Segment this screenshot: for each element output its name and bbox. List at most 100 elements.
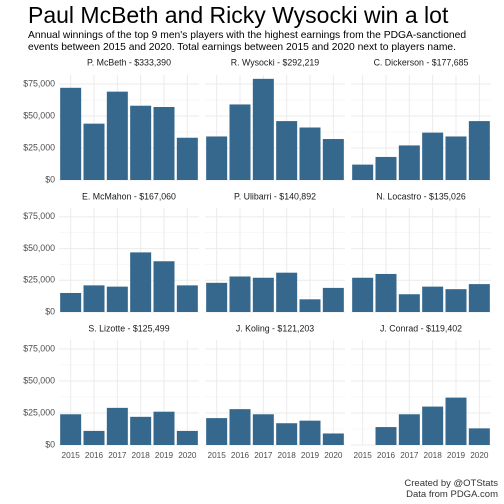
bar — [445, 136, 467, 180]
bar — [106, 91, 128, 180]
panel-background — [351, 340, 491, 445]
x-tick-label: 2017 — [254, 451, 273, 460]
facet-label: J. Conrad - $119,402 — [380, 323, 462, 333]
bar — [398, 414, 420, 445]
x-tick-label: 2015 — [62, 451, 81, 460]
bar — [375, 273, 397, 312]
x-tick-label: 2020 — [178, 451, 197, 460]
x-tick-label: 2019 — [155, 451, 174, 460]
y-tick-label: $75,000 — [23, 211, 55, 221]
x-tick-label: 2016 — [85, 451, 104, 460]
facet-panel: R. Wysocki - $292,219 — [205, 57, 345, 181]
x-tick-label: 2017 — [108, 451, 127, 460]
panel-background — [205, 75, 345, 180]
bar — [229, 409, 251, 445]
bar — [375, 156, 397, 180]
y-tick-label: $25,000 — [23, 407, 55, 417]
x-tick-label: 2016 — [231, 451, 250, 460]
panel-background — [59, 340, 199, 445]
bar — [422, 406, 444, 445]
caption-credit: Created by @OTStats — [404, 478, 498, 489]
bar — [83, 123, 105, 180]
bar — [60, 414, 82, 445]
x-tick-label: 2020 — [470, 451, 489, 460]
panel-background — [59, 208, 199, 312]
bar — [276, 423, 298, 445]
chart-caption: Created by @OTStats Data from PDGA.com — [404, 478, 498, 500]
bar — [445, 289, 467, 312]
bar — [153, 261, 175, 312]
y-tick-label: $50,000 — [23, 375, 55, 385]
x-tick-label: 2019 — [447, 451, 466, 460]
bar — [130, 105, 152, 180]
y-tick-label: $25,000 — [23, 142, 55, 152]
facet-panel: P. McBeth - $333,390 — [59, 57, 199, 181]
bar — [153, 411, 175, 445]
bar — [60, 292, 82, 312]
bar — [398, 294, 420, 312]
y-tick-label: $50,000 — [23, 243, 55, 253]
panel-background — [205, 340, 345, 445]
bar — [422, 132, 444, 180]
bar — [322, 139, 344, 180]
bar — [468, 428, 490, 445]
bar — [176, 430, 198, 445]
bar — [206, 136, 228, 180]
bar — [83, 430, 105, 445]
panel-background — [351, 75, 491, 180]
bar — [468, 284, 490, 312]
bar — [322, 287, 344, 312]
y-tick-label: $25,000 — [23, 275, 55, 285]
facet-panel: S. Lizotte - $125,499 — [59, 323, 199, 446]
bar — [299, 420, 321, 445]
bar — [252, 78, 274, 180]
bar — [445, 397, 467, 445]
facet-panel: N. Locastro - $135,026 — [351, 191, 491, 313]
panel-background — [351, 208, 491, 312]
bar — [206, 282, 228, 312]
bar — [299, 299, 321, 312]
bar — [352, 164, 374, 180]
bar — [398, 145, 420, 180]
bar — [130, 416, 152, 445]
facet-label: S. Lizotte - $125,499 — [88, 323, 169, 333]
bar — [176, 137, 198, 180]
y-tick-label: $50,000 — [23, 110, 55, 120]
facet-label: E. McMahon - $167,060 — [82, 191, 176, 201]
bar — [130, 252, 152, 312]
bar — [153, 107, 175, 180]
y-tick-label: $0 — [45, 174, 55, 184]
facet-label: J. Koling - $121,203 — [236, 323, 314, 333]
y-tick-label: $75,000 — [23, 78, 55, 88]
x-tick-label: 2018 — [424, 451, 443, 460]
bar — [106, 407, 128, 445]
x-tick-label: 2018 — [278, 451, 297, 460]
facet-label: N. Locastro - $135,026 — [376, 191, 466, 201]
facet-panel: E. McMahon - $167,060 — [59, 191, 199, 313]
bar — [375, 427, 397, 445]
bar — [276, 121, 298, 180]
chart-title: Paul McBeth and Ricky Wysocki win a lot — [28, 2, 449, 28]
x-tick-label: 2015 — [354, 451, 373, 460]
x-tick-label: 2015 — [208, 451, 227, 460]
facet-panel: J. Conrad - $119,402 — [351, 323, 491, 446]
y-tick-label: $0 — [45, 306, 55, 316]
caption-source: Data from PDGA.com — [406, 489, 498, 500]
bar — [252, 277, 274, 312]
y-tick-label: $75,000 — [23, 343, 55, 353]
bar — [252, 414, 274, 445]
bar — [422, 286, 444, 312]
x-tick-label: 2020 — [324, 451, 343, 460]
y-tick-label: $0 — [45, 439, 55, 449]
x-tick-label: 2016 — [377, 451, 396, 460]
x-tick-label: 2017 — [400, 451, 419, 460]
panel-background — [205, 208, 345, 312]
bar — [352, 277, 374, 312]
x-tick-label: 2018 — [132, 451, 151, 460]
facet-label: P. McBeth - $333,390 — [87, 57, 171, 67]
bar — [299, 127, 321, 180]
facet-label: P. Ulibarri - $140,892 — [234, 191, 316, 201]
panel-background — [59, 75, 199, 180]
facet-label: R. Wysocki - $292,219 — [231, 57, 320, 67]
